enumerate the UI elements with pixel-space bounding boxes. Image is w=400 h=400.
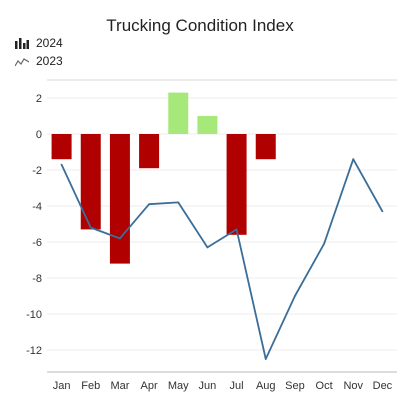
x-tick-label: Feb xyxy=(81,380,100,392)
legend: 2024 2023 xyxy=(15,34,63,70)
bar-2024-jan xyxy=(51,134,72,160)
bar-2024-aug xyxy=(255,134,276,160)
y-tick-label: -6 xyxy=(32,237,42,249)
x-tick-label: Aug xyxy=(256,380,276,392)
bar-2024-jun xyxy=(197,116,218,134)
legend-label-2023: 2023 xyxy=(36,54,63,68)
x-tick-label: Sep xyxy=(285,380,305,392)
bar-2024-apr xyxy=(139,134,160,169)
x-tick-label: Apr xyxy=(141,380,158,392)
point-2023-jan xyxy=(60,163,63,166)
bar-chart-icon xyxy=(15,37,29,49)
y-tick-label: 2 xyxy=(36,93,42,105)
x-tick-label: May xyxy=(168,380,189,392)
chart-title: Trucking Condition Index xyxy=(106,16,294,35)
bar-2024-may xyxy=(168,92,189,134)
y-tick-label: -12 xyxy=(26,345,42,357)
point-2023-may xyxy=(177,201,180,204)
y-tick-label: -10 xyxy=(26,309,42,321)
y-tick-label: -2 xyxy=(32,165,42,177)
x-tick-label: Nov xyxy=(343,380,363,392)
bar-2024-jul xyxy=(226,134,247,235)
x-tick-label: Jan xyxy=(53,380,71,392)
point-2023-aug xyxy=(264,358,267,360)
point-2023-jun xyxy=(206,246,209,249)
x-tick-label: Oct xyxy=(316,380,333,392)
legend-item-2023[interactable]: 2023 xyxy=(15,52,63,70)
point-2023-oct xyxy=(323,242,325,245)
line-chart-icon xyxy=(15,57,29,66)
legend-item-2024[interactable]: 2024 xyxy=(15,34,63,52)
y-tick-label: -4 xyxy=(32,201,42,213)
point-2023-nov xyxy=(352,158,355,161)
line-2023 xyxy=(60,158,384,360)
bar-2024-feb xyxy=(80,134,101,230)
y-tick-label: 0 xyxy=(36,129,42,141)
point-2023-apr xyxy=(148,203,150,206)
legend-label-2024: 2024 xyxy=(36,36,63,50)
x-tick-label: Mar xyxy=(110,380,129,392)
point-2023-sep xyxy=(294,295,296,297)
point-2023-dec xyxy=(381,210,384,213)
point-2023-jul xyxy=(235,228,238,231)
bar-2024-mar xyxy=(109,134,130,264)
x-tick-label: Jun xyxy=(199,380,217,392)
point-2023-feb xyxy=(89,226,92,229)
x-tick-label: Jul xyxy=(230,380,244,392)
point-2023-mar xyxy=(119,237,121,240)
x-tick-label: Dec xyxy=(373,380,393,392)
y-tick-label: -8 xyxy=(32,273,42,285)
